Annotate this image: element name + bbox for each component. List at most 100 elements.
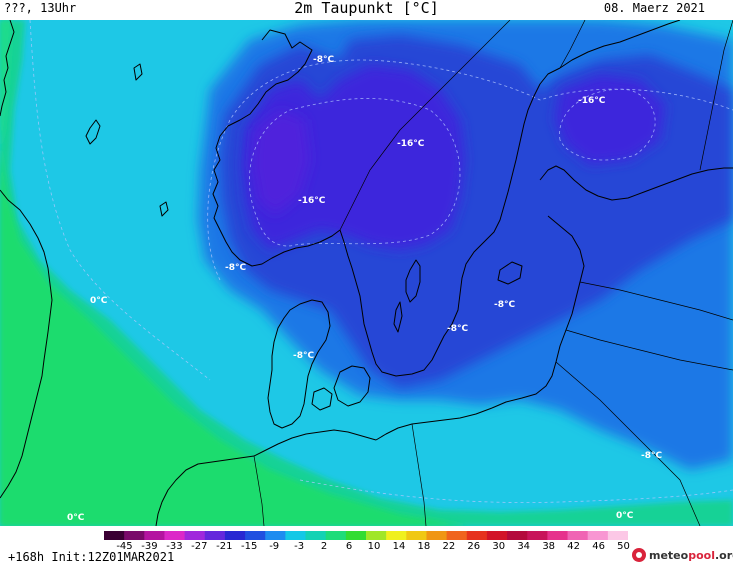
border-sweden-finland xyxy=(559,20,586,69)
coastlines xyxy=(0,20,733,526)
coast-denmark-jutland xyxy=(267,299,331,429)
colorbar-tick-label: 26 xyxy=(467,541,481,552)
colorbar-tick-label: -27 xyxy=(191,541,208,552)
colorbar-swatch xyxy=(386,531,407,540)
colorbar-swatch xyxy=(325,531,347,540)
colorbar-tick-label: -21 xyxy=(216,541,233,552)
coast-oland xyxy=(393,301,403,333)
map-title: 2m Taupunkt [°C] xyxy=(294,0,439,17)
coast-funen xyxy=(311,387,333,411)
colorbar-swatch xyxy=(285,531,307,540)
border-poland-east xyxy=(555,361,701,526)
colorbar-swatch xyxy=(245,531,266,540)
label-minus8-norway-north: -8°C xyxy=(313,55,334,65)
isoline-zero-south xyxy=(299,479,733,503)
colorbar-swatch xyxy=(345,531,367,540)
border-germany-poland xyxy=(411,423,427,526)
coast-faroe xyxy=(133,63,143,81)
border-norway-sweden xyxy=(339,20,511,231)
valid-time-label: ???, 13Uhr xyxy=(4,1,77,15)
colorbar-tick-label: 30 xyxy=(492,541,506,552)
field-green-core xyxy=(0,140,470,526)
dewpoint-map: -8°C -16°C -16°C -16°C -8°C 0°C -8°C -8°… xyxy=(0,20,733,526)
colorbar-swatch xyxy=(587,531,609,540)
isoline-zero-west xyxy=(29,20,211,381)
coast-bothnia xyxy=(507,67,561,193)
border-baltics-south xyxy=(565,329,733,371)
field-teal-strip xyxy=(0,20,12,150)
colorbar-swatch xyxy=(366,531,387,540)
coast-poland xyxy=(375,407,493,441)
footer-bar: -45 -39 -33 -27 -21 -15 -9 -3 2 6 10 14 18 22 26 30 34 38… xyxy=(0,526,733,566)
colorbar-swatch xyxy=(406,531,427,540)
label-zero-north-sea: 0°C xyxy=(90,296,108,306)
colorbar-swatch xyxy=(224,531,246,540)
label-minus8-sweden-south: -8°C xyxy=(447,324,468,334)
coast-britain-east xyxy=(0,189,53,499)
colorbar-tick-label: 2 xyxy=(320,541,328,552)
coast-netherlands xyxy=(155,455,255,526)
header-bar: ???, 13Uhr 2m Taupunkt [°C] 08. Maerz 20… xyxy=(0,0,733,20)
colorbar-swatch xyxy=(144,531,165,540)
colorbar-swatch xyxy=(527,531,548,540)
colorbar-swatch xyxy=(547,531,569,540)
label-minus8-denmark: -8°C xyxy=(293,351,314,361)
valid-date-label: 08. Maerz 2021 xyxy=(603,1,705,15)
colorbar-tick-label: 22 xyxy=(442,541,456,552)
border-finland-russia xyxy=(699,20,733,171)
field-core-scandinavia xyxy=(242,65,465,250)
colorbar-swatch xyxy=(486,531,508,540)
label-minus16-finland: -16°C xyxy=(578,96,606,106)
label-minus8-poland: -8°C xyxy=(641,451,662,461)
label-zero-southwest: 0°C xyxy=(67,513,85,523)
colorbar-tick-label: -45 xyxy=(116,541,133,552)
coast-shetland xyxy=(85,119,101,145)
colorbar-tick-label: -3 xyxy=(294,541,305,552)
colorbar-swatch xyxy=(265,531,286,540)
colorbar-swatch xyxy=(466,531,488,540)
colorbar-tick-label: -9 xyxy=(269,541,280,552)
colorbar-tick-label: 14 xyxy=(392,541,406,552)
label-minus8-baltic: -8°C xyxy=(494,300,515,310)
colorbar-tick-label: 42 xyxy=(567,541,580,552)
colorbar-swatch xyxy=(507,531,528,540)
colorbar-tick-label: -33 xyxy=(166,541,183,552)
field-core-finland xyxy=(555,75,665,165)
borders xyxy=(253,20,733,526)
colorbar-tick-label: 34 xyxy=(517,541,531,552)
coast-finland-north xyxy=(559,20,681,69)
colorbar-tick-label: 18 xyxy=(417,541,431,552)
meteopool-logo-icon xyxy=(632,548,646,562)
colorbar-swatch xyxy=(607,531,628,540)
colorbar-swatch xyxy=(305,531,327,540)
isoline-minus8 xyxy=(207,59,733,281)
colorbar-tick-label: -15 xyxy=(241,541,258,552)
coast-germany-north xyxy=(253,429,377,457)
colorbar-tick-label: 6 xyxy=(345,541,353,552)
isoline-minus16 xyxy=(249,98,461,247)
colorbar-tick-label: 38 xyxy=(542,541,556,552)
coast-saaremaa xyxy=(497,261,523,285)
label-minus16-norway: -16°C xyxy=(298,196,326,206)
label-zero-southeast: 0°C xyxy=(616,511,634,521)
colorbar xyxy=(104,531,628,540)
label-minus16-sweden: -16°C xyxy=(397,139,425,149)
coast-gotland xyxy=(405,259,421,303)
colorbar-swatch xyxy=(184,531,206,540)
isolines xyxy=(29,20,733,503)
colorbar-swatch xyxy=(426,531,448,540)
coast-britain xyxy=(0,20,15,117)
coast-finland xyxy=(539,165,733,201)
map-canvas: -8°C -16°C -16°C -16°C -8°C 0°C -8°C -8°… xyxy=(0,20,733,526)
coast-zealand xyxy=(333,365,371,407)
colorbar-swatch xyxy=(124,531,145,540)
brand-accent: pool xyxy=(688,548,715,562)
coast-sweden xyxy=(339,191,509,377)
contour-labels: -8°C -16°C -16°C -16°C -8°C 0°C -8°C -8°… xyxy=(67,55,662,523)
border-germany-west xyxy=(253,455,265,526)
border-baltics xyxy=(579,281,733,321)
brand-prefix: meteo xyxy=(649,548,689,562)
colorbar-tick-label: -39 xyxy=(141,541,158,552)
brand[interactable]: meteopool.org xyxy=(632,546,733,564)
colorbar-swatch xyxy=(204,531,226,540)
